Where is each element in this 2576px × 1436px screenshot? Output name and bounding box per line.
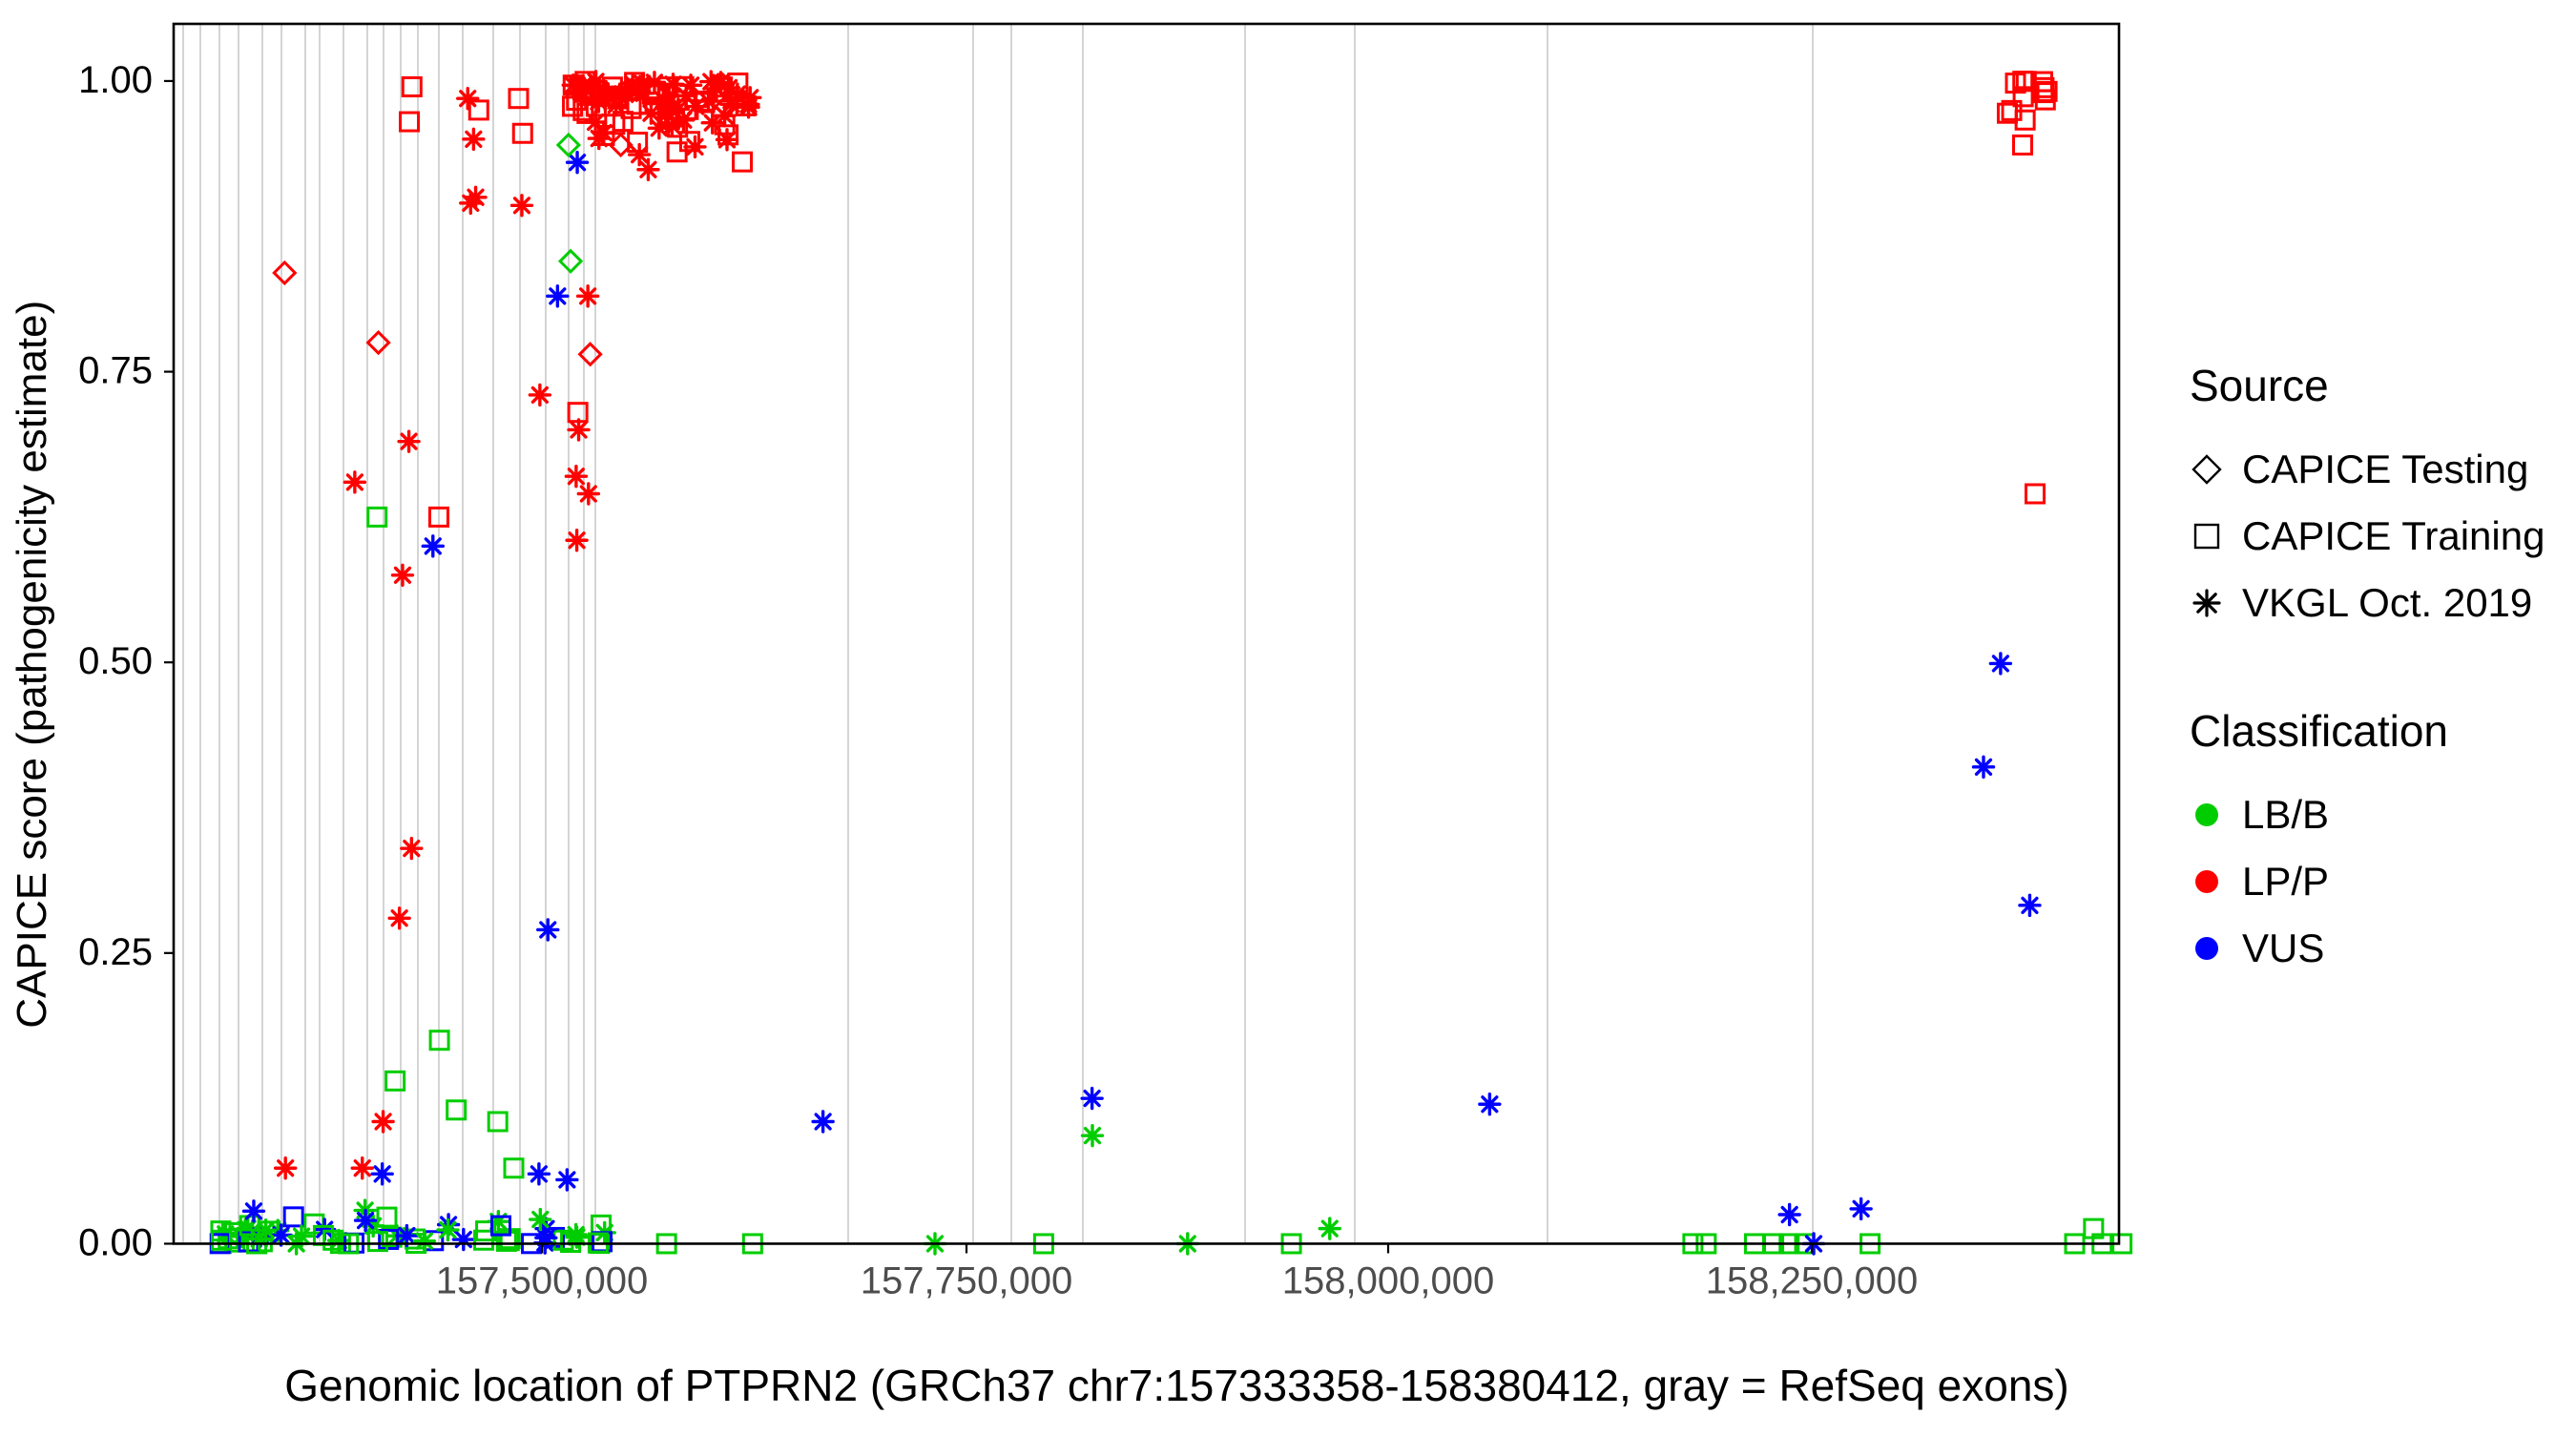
- svg-text:Genomic location of PTPRN2 (GR: Genomic location of PTPRN2 (GRCh37 chr7:…: [284, 1361, 2068, 1410]
- svg-text:0.75: 0.75: [78, 350, 153, 392]
- svg-text:LP/P: LP/P: [2242, 859, 2329, 904]
- svg-text:VUS: VUS: [2242, 926, 2324, 970]
- svg-text:158,250,000: 158,250,000: [1706, 1259, 1918, 1301]
- svg-text:1.00: 1.00: [78, 59, 153, 101]
- svg-text:Classification: Classification: [2190, 706, 2448, 756]
- svg-text:0.25: 0.25: [78, 931, 153, 973]
- svg-text:158,000,000: 158,000,000: [1282, 1259, 1494, 1301]
- svg-text:0.50: 0.50: [78, 640, 153, 682]
- svg-text:0.00: 0.00: [78, 1221, 153, 1263]
- svg-text:157,500,000: 157,500,000: [436, 1259, 648, 1301]
- svg-text:CAPICE Training: CAPICE Training: [2242, 513, 2545, 558]
- svg-text:CAPICE score (pathogenicity es: CAPICE score (pathogenicity estimate): [9, 301, 55, 1029]
- svg-text:VKGL Oct. 2019: VKGL Oct. 2019: [2242, 580, 2532, 625]
- svg-text:CAPICE Testing: CAPICE Testing: [2242, 447, 2528, 491]
- svg-text:157,750,000: 157,750,000: [861, 1259, 1072, 1301]
- svg-text:Source: Source: [2190, 361, 2329, 410]
- svg-text:LB/B: LB/B: [2242, 792, 2329, 837]
